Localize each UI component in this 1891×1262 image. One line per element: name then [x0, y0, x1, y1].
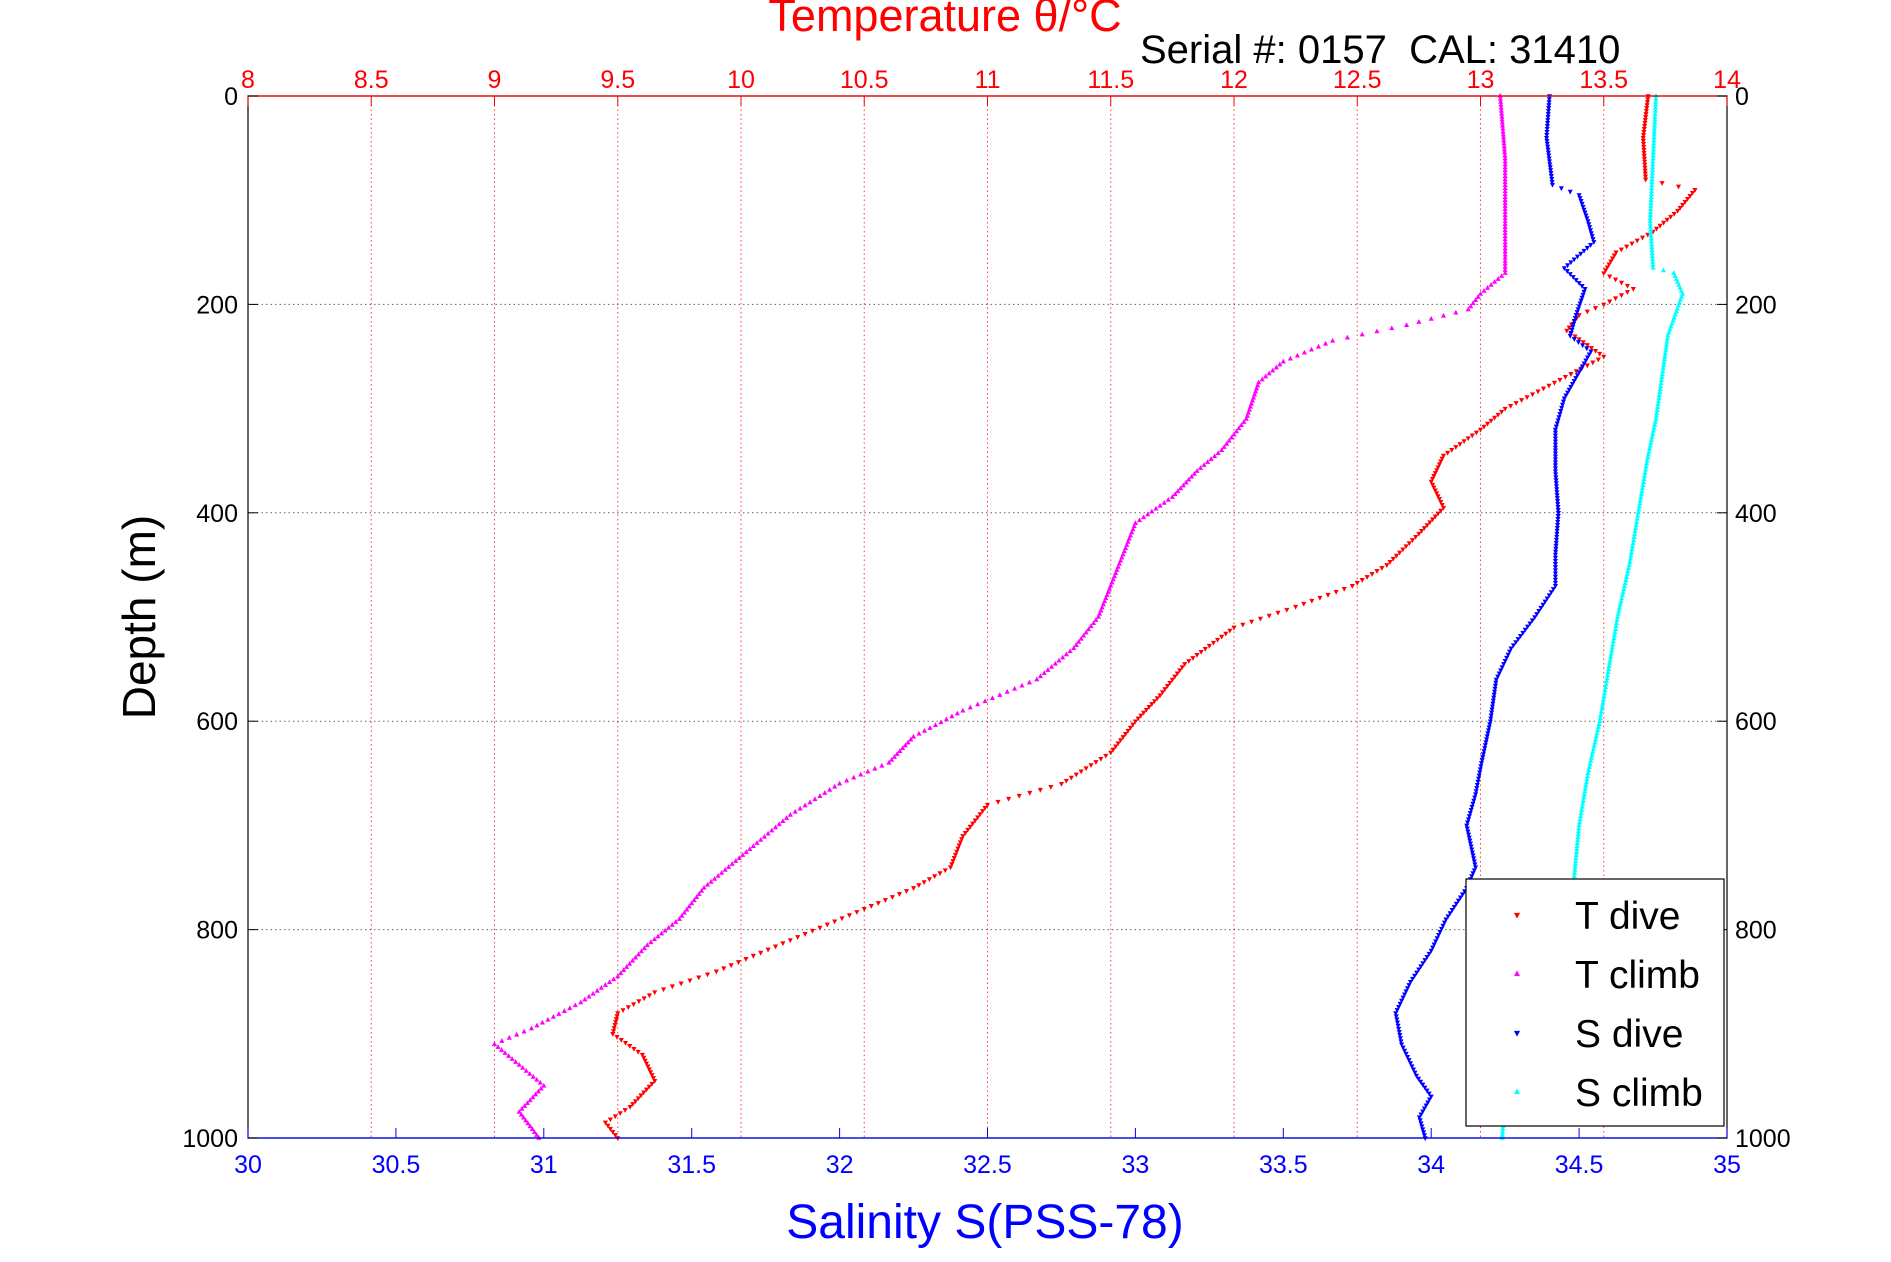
bottom-tick-label: 30 — [234, 1151, 262, 1179]
bottom-tick-label: 32.5 — [963, 1151, 1012, 1179]
left-tick-label: 200 — [196, 291, 238, 319]
top-tick-label: 12 — [1220, 66, 1248, 94]
top-tick-label: 8.5 — [354, 66, 389, 94]
top-tick-label: 12.5 — [1333, 66, 1382, 94]
legend-label: T dive — [1575, 895, 1681, 938]
bottom-tick-label: 34 — [1417, 1151, 1445, 1179]
legend-entries: T dive T climb S dive S climb — [1513, 895, 1703, 1115]
legend: T dive T climb S dive S climb — [1465, 878, 1725, 1127]
top-tick-label: 13 — [1467, 66, 1495, 94]
right-tick-label: 400 — [1735, 500, 1777, 528]
bottom-tick-label: 33.5 — [1259, 1151, 1308, 1179]
right-tick-label: 1000 — [1735, 1125, 1791, 1153]
right-tick-label: 0 — [1735, 83, 1749, 111]
left-tick-label: 0 — [224, 83, 238, 111]
legend-marker-t-climb — [1513, 970, 1521, 977]
left-tick-label: 1000 — [182, 1125, 238, 1153]
series-t-dive — [602, 94, 1698, 1142]
left-tick-label: 400 — [196, 500, 238, 528]
axis-ticks: 8 8.5 9 9.5 10 10.5 11 11.5 12 12.5 13 13.5 14 30 30.5… — [182, 66, 1790, 1179]
legend-box — [1465, 878, 1725, 1127]
x-axis-label: Salinity S(PSS-78) — [786, 1196, 1183, 1249]
top-tick-label: 11.5 — [1087, 66, 1134, 94]
series-s-dive — [1393, 94, 1597, 1142]
bottom-tick-label: 32 — [826, 1151, 854, 1179]
top-tick-label: 14 — [1713, 66, 1741, 94]
right-tick-label: 600 — [1735, 708, 1777, 736]
legend-label: S climb — [1575, 1072, 1703, 1115]
right-tick-label: 200 — [1735, 291, 1777, 319]
temperature-axis-title: Temperature θ/°C — [768, 0, 1121, 41]
top-tick-label: 9 — [488, 66, 502, 94]
legend-marker-s-dive — [1513, 1030, 1521, 1037]
top-tick-label: 10 — [727, 66, 755, 94]
data-markers — [491, 92, 1698, 1142]
top-tick-label: 11 — [975, 66, 1001, 94]
serial-annotation: Serial #: 0157 CAL: 31410 — [1140, 28, 1620, 72]
legend-label: S dive — [1575, 1013, 1683, 1056]
right-tick-label: 800 — [1735, 917, 1777, 945]
bottom-tick-label: 35 — [1713, 1151, 1741, 1179]
bottom-tick-label: 31.5 — [667, 1151, 716, 1179]
bottom-tick-label: 30.5 — [372, 1151, 421, 1179]
grid-lines — [248, 96, 1727, 1138]
legend-marker-t-dive — [1513, 912, 1521, 919]
series-t-climb — [491, 92, 1508, 1140]
top-tick-label: 13.5 — [1579, 66, 1628, 94]
legend-marker-s-climb — [1513, 1088, 1521, 1095]
top-tick-label: 10.5 — [840, 66, 889, 94]
bottom-tick-label: 33 — [1121, 1151, 1149, 1179]
legend-label: T climb — [1575, 954, 1700, 997]
y-axis-label: Depth (m) — [113, 515, 165, 719]
top-tick-label: 9.5 — [600, 66, 635, 94]
left-tick-label: 600 — [196, 708, 238, 736]
left-tick-label: 800 — [196, 917, 238, 945]
top-tick-label: 8 — [241, 66, 255, 94]
bottom-tick-label: 31 — [530, 1151, 558, 1179]
bottom-tick-label: 34.5 — [1555, 1151, 1604, 1179]
